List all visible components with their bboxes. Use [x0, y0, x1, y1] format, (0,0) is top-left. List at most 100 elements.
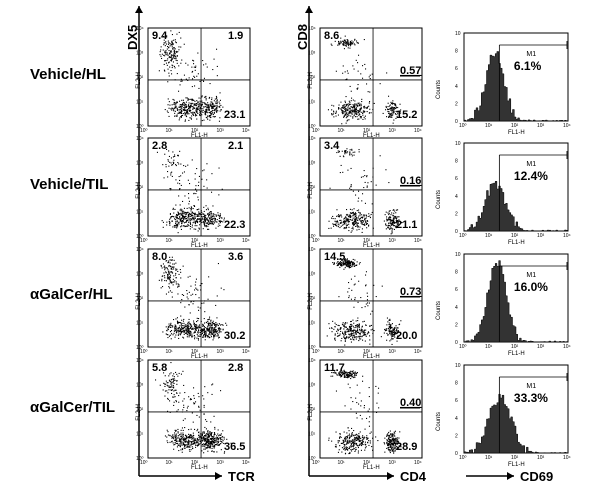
event-dot — [349, 437, 351, 439]
event-dot — [340, 370, 342, 372]
event-dot — [397, 330, 399, 332]
event-dot — [181, 451, 183, 453]
event-dot — [209, 119, 211, 121]
event-dot — [184, 195, 186, 197]
event-dot — [216, 221, 218, 223]
event-dot — [212, 339, 214, 341]
event-dot — [214, 335, 216, 337]
event-dot — [183, 74, 185, 76]
event-dot — [346, 109, 348, 111]
event-dot — [345, 264, 347, 266]
event-dot — [371, 73, 373, 75]
event-dot — [210, 432, 212, 434]
event-dot — [357, 444, 359, 446]
event-dot — [349, 442, 351, 444]
event-dot — [350, 323, 352, 325]
event-dot — [354, 372, 356, 374]
event-dot — [353, 322, 355, 324]
event-dot — [400, 446, 402, 448]
event-dot — [176, 330, 178, 332]
event-dot — [355, 110, 357, 112]
event-dot — [210, 104, 212, 106]
event-dot — [218, 120, 220, 122]
event-dot — [222, 430, 224, 432]
event-dot — [187, 216, 189, 218]
event-dot — [213, 112, 215, 114]
event-dot — [393, 119, 395, 121]
event-dots — [328, 148, 403, 235]
event-dot — [163, 63, 165, 65]
event-dot — [206, 117, 208, 119]
event-dot — [393, 225, 395, 227]
event-dot — [348, 219, 350, 221]
event-dot — [357, 301, 359, 303]
event-dot — [197, 428, 199, 430]
event-dot — [176, 435, 178, 437]
event-dot — [184, 226, 186, 228]
event-dot — [220, 439, 222, 441]
event-dot — [392, 434, 394, 436]
event-dot — [366, 111, 368, 113]
event-dot — [389, 442, 391, 444]
event-dot — [187, 330, 189, 332]
event-dot — [209, 111, 211, 113]
event-dot — [164, 60, 166, 62]
event-dot — [351, 435, 353, 437]
event-dot — [193, 192, 195, 194]
event-dot — [349, 327, 351, 329]
event-dot — [393, 108, 395, 110]
event-dot — [203, 326, 205, 328]
event-dot — [341, 107, 343, 109]
event-dot — [168, 260, 170, 262]
event-dot — [389, 108, 391, 110]
event-dot — [186, 410, 188, 412]
event-dot — [199, 213, 201, 215]
event-dot — [193, 75, 195, 77]
event-dot — [342, 222, 344, 224]
event-dot — [361, 221, 363, 223]
event-dot — [390, 339, 392, 341]
event-dot — [203, 223, 205, 225]
event-dot — [334, 337, 336, 339]
event-dot — [176, 60, 178, 62]
x-tick-label: 10¹ — [485, 233, 493, 239]
event-dot — [187, 112, 189, 114]
event-dot — [390, 109, 392, 111]
event-dot — [398, 219, 400, 221]
event-dot — [369, 108, 371, 110]
event-dot — [394, 332, 396, 334]
event-dot — [333, 111, 335, 113]
event-dot — [356, 438, 358, 440]
event-dot — [345, 103, 347, 105]
event-dot — [342, 442, 344, 444]
event-dot — [357, 111, 359, 113]
event-dot — [391, 220, 393, 222]
event-dot — [348, 226, 350, 228]
event-dot — [348, 287, 350, 289]
event-dot — [168, 75, 170, 77]
counts-axis-label: Counts — [436, 190, 442, 209]
event-dot — [207, 105, 209, 107]
event-dot — [338, 107, 340, 109]
event-dot — [167, 40, 169, 42]
event-dot — [386, 447, 388, 449]
event-dot — [345, 216, 347, 218]
event-dot — [397, 330, 399, 332]
event-dot — [331, 114, 333, 116]
event-dot — [352, 116, 354, 118]
event-dot — [342, 373, 344, 375]
event-dot — [195, 401, 197, 403]
event-dot — [203, 398, 205, 400]
event-dot — [333, 262, 335, 264]
event-dot — [353, 104, 355, 106]
event-dot — [178, 221, 180, 223]
event-dot — [205, 103, 207, 105]
event-dot — [173, 159, 175, 161]
event-dot — [350, 103, 352, 105]
event-dot — [335, 112, 337, 114]
event-dot — [175, 401, 177, 403]
event-dot — [177, 323, 179, 325]
event-dot — [390, 433, 392, 435]
event-dot — [179, 330, 181, 332]
event-dot — [216, 295, 218, 297]
